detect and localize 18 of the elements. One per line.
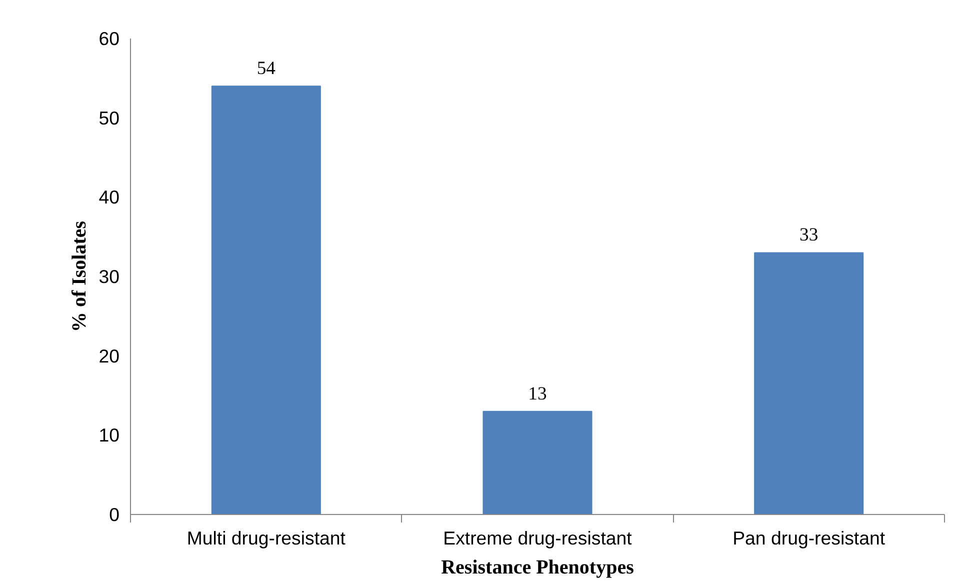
- y-tick-label: 30: [98, 266, 120, 287]
- bar: [211, 86, 321, 514]
- x-axis-title: Resistance Phenotypes: [441, 556, 634, 578]
- x-tick-label: Multi drug-resistant: [186, 528, 346, 548]
- data-label: 54: [256, 58, 276, 80]
- bar: [482, 410, 592, 514]
- y-tick-label: 60: [98, 28, 120, 49]
- y-tick-label: 10: [98, 424, 120, 446]
- y-tick-label: 0: [109, 504, 120, 525]
- data-label: 13: [528, 383, 547, 404]
- x-tick-label: Extreme drug-resistant: [443, 528, 633, 548]
- x-tick-label: Pan drug-resistant: [732, 528, 886, 548]
- y-tick-label: 50: [98, 107, 120, 128]
- y-tick-label: 40: [98, 186, 120, 208]
- y-axis-title: % of Isolates: [68, 220, 91, 332]
- data-label: 33: [800, 224, 818, 246]
- y-tick-label: 20: [98, 345, 120, 366]
- bar: [754, 252, 864, 514]
